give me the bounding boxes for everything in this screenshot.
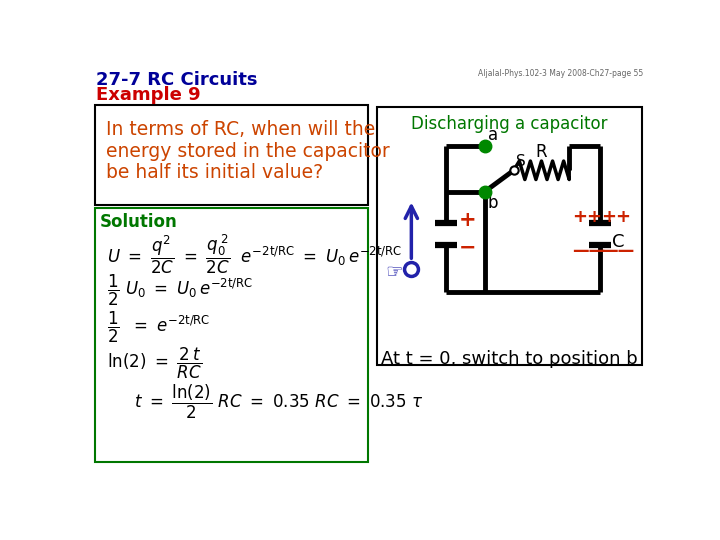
Bar: [95, 105, 368, 205]
Text: Discharging a capacitor: Discharging a capacitor: [411, 115, 608, 133]
Text: $\dfrac{1}{2}\ U_0\ =\ U_0\,e^{\mathsf{-2t/RC}}$: $\dfrac{1}{2}\ U_0\ =\ U_0\,e^{\mathsf{-…: [107, 273, 253, 308]
Text: R: R: [536, 143, 547, 161]
Text: $U\ =\ \dfrac{q^2}{2C}\ =\ \dfrac{q_0^{\,2}}{2C}\ \ e^{\mathsf{-2t/RC}}\ =\ U_0\: $U\ =\ \dfrac{q^2}{2C}\ =\ \dfrac{q_0^{\…: [107, 233, 402, 276]
Text: ++: ++: [572, 208, 602, 226]
Text: 27-7 RC Circuits: 27-7 RC Circuits: [96, 71, 258, 89]
Text: energy stored in the capacitor: energy stored in the capacitor: [106, 142, 390, 161]
Text: S: S: [516, 153, 526, 168]
Text: $\dfrac{1}{2}\ \ =\ e^{\mathsf{-2t/RC}}$: $\dfrac{1}{2}\ \ =\ e^{\mathsf{-2t/RC}}$: [107, 309, 210, 345]
Text: C: C: [612, 233, 625, 251]
Text: In terms of RC, when will the: In terms of RC, when will the: [106, 120, 375, 139]
Bar: [377, 107, 642, 365]
Bar: [95, 208, 368, 462]
Text: be half its initial value?: be half its initial value?: [106, 164, 323, 183]
Text: At t = 0, switch to position b: At t = 0, switch to position b: [381, 350, 637, 368]
Text: Solution: Solution: [99, 213, 177, 231]
Text: Example 9: Example 9: [96, 86, 201, 104]
Text: ——: ——: [601, 242, 635, 260]
Text: $\ln(2)\ =\ \dfrac{2\,t}{RC}$: $\ln(2)\ =\ \dfrac{2\,t}{RC}$: [107, 346, 202, 381]
Text: ++: ++: [601, 208, 631, 226]
Text: $t\ =\ \dfrac{\ln(2)}{2}\ RC\ =\ 0.35\ RC\ =\ 0.35\ \tau$: $t\ =\ \dfrac{\ln(2)}{2}\ RC\ =\ 0.35\ R…: [134, 383, 423, 421]
Text: −: −: [459, 238, 476, 258]
Text: ——: ——: [572, 242, 606, 260]
Text: +: +: [459, 211, 476, 231]
Text: a: a: [487, 126, 498, 144]
Text: Aljalal-Phys.102-3 May 2008-Ch27-page 55: Aljalal-Phys.102-3 May 2008-Ch27-page 55: [478, 69, 643, 78]
Text: b: b: [487, 194, 498, 212]
Text: ☞: ☞: [385, 263, 402, 282]
